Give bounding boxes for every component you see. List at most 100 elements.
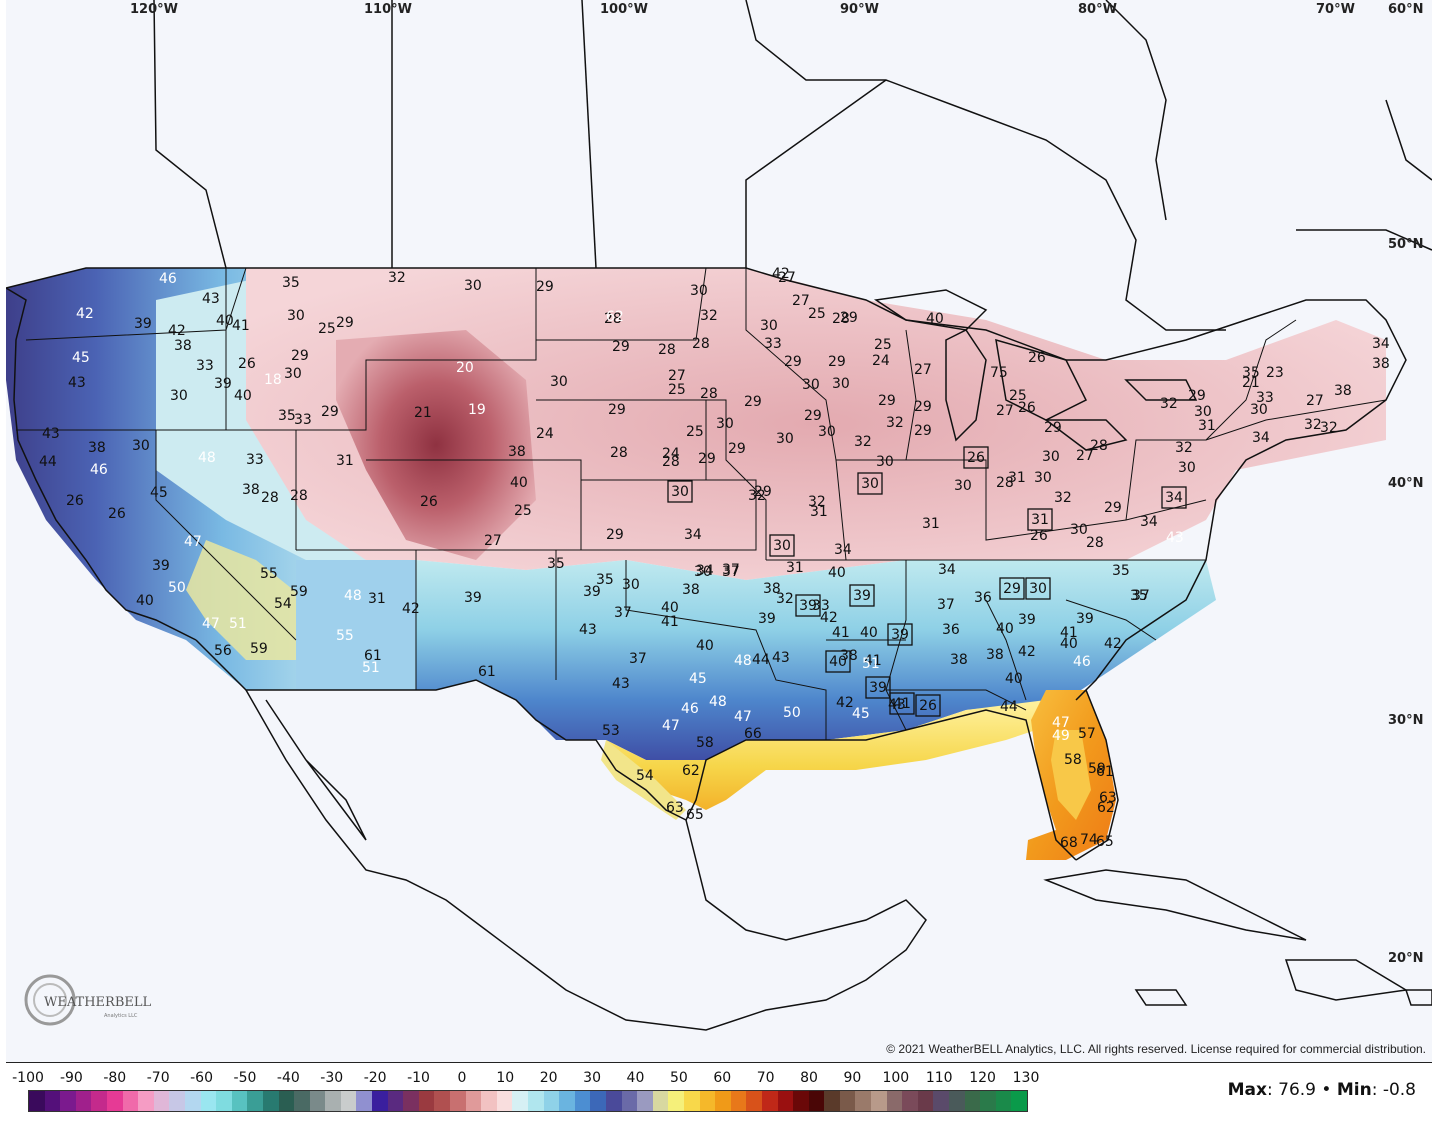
station-temp-value: 30: [1250, 402, 1268, 418]
station-temp-value: 26: [1030, 528, 1048, 544]
station-temp-value: 28: [996, 475, 1014, 491]
station-temp-value: 55: [260, 566, 278, 582]
legend-color-cell: [138, 1091, 154, 1111]
station-box: [1025, 577, 1051, 600]
station-temp-value: 59: [1088, 761, 1106, 777]
station-temp-value: 34: [1252, 430, 1270, 446]
station-temp-value: 45: [150, 485, 168, 501]
station-temp-value: 28: [658, 342, 676, 358]
station-temp-value: 39: [152, 558, 170, 574]
station-temp-value: 62: [682, 763, 700, 779]
station-temp-value: 38: [88, 440, 106, 456]
station-temp-value: 30: [776, 431, 794, 447]
boxed-temp-value: 30: [671, 484, 689, 500]
station-temp-value: 36: [942, 622, 960, 638]
station-temp-value: 43: [612, 676, 630, 692]
station-box: [963, 446, 989, 469]
lon-80w-label: 80°W: [1078, 2, 1117, 17]
station-temp-value: 30: [1178, 460, 1196, 476]
station-temp-value: 37: [629, 651, 647, 667]
station-temp-value: 32: [886, 415, 904, 431]
station-temp-value: 28: [662, 454, 680, 470]
station-temp-value: 18: [264, 372, 282, 388]
max-min-readout: Max: 76.9 • Min: -0.8: [1228, 1080, 1416, 1100]
station-temp-value: 38: [1372, 356, 1390, 372]
station-temp-value: 34: [1372, 336, 1390, 352]
station-temp-value: 34: [684, 527, 702, 543]
temperature-map: 120°W 110°W 100°W 90°W 80°W 70°W 60°N 50…: [6, 0, 1432, 1063]
graticule-labels: 120°W 110°W 100°W 90°W 80°W 70°W 60°N 50…: [130, 2, 1423, 966]
station-temp-value: 66: [744, 726, 762, 742]
legend-color-cell: [1011, 1091, 1027, 1111]
station-temp-value: 36: [974, 590, 992, 606]
legend-color-cell: [730, 1091, 747, 1111]
station-temp-value: 26: [66, 493, 84, 509]
legend-tick: 120: [969, 1070, 996, 1086]
station-temp-value: 54: [636, 768, 654, 784]
station-temp-value: 41: [832, 625, 850, 641]
station-temp-value: 28: [1086, 535, 1104, 551]
legend-color-cell: [621, 1091, 638, 1111]
boxed-temp-value: 30: [1029, 581, 1047, 597]
legend-color-cell: [184, 1091, 201, 1111]
legend-tick: 20: [539, 1070, 558, 1086]
station-temp-value: 63: [666, 800, 684, 816]
legend-tick: 50: [669, 1070, 688, 1086]
legend-tick: 30: [583, 1070, 601, 1086]
station-temp-value: 34: [696, 563, 714, 579]
state-lines: [16, 267, 1387, 740]
station-temp-value: 45: [72, 350, 90, 366]
station-temp-value: 31: [1008, 470, 1026, 486]
legend-tick: 60: [713, 1070, 732, 1086]
station-box: [825, 650, 851, 673]
lon-90w-label: 90°W: [840, 2, 879, 17]
station-box: [999, 577, 1025, 600]
station-temp-value: 50: [168, 580, 186, 596]
station-temp-value: 30: [1070, 522, 1088, 538]
station-box: [887, 623, 913, 646]
legend-tick: -50: [233, 1070, 257, 1086]
lat-20n-label: 20°N: [1388, 951, 1423, 966]
station-temp-value: 19: [468, 402, 486, 418]
station-temp-value: 37: [614, 605, 632, 621]
station-temp-value: 46: [159, 271, 177, 287]
legend-color-cell: [761, 1091, 778, 1111]
legend-tick-row: -100 -90 -80 -70 -60 -50 -40 -30 -20 -10 0 10 20 30 40…: [12, 1070, 1039, 1088]
station-temp-value: 40: [136, 593, 154, 609]
station-temp-value: 31: [368, 591, 386, 607]
station-temp-value: 47: [662, 718, 680, 734]
florida-interior: [1051, 730, 1091, 820]
station-temp-value: 40: [510, 475, 528, 491]
legend-color-cell: [169, 1091, 185, 1111]
station-temp-value: 45: [689, 671, 707, 687]
station-temp-value: 33: [1256, 390, 1274, 406]
copyright-notice: © 2021 WeatherBELL Analytics, LLC. All r…: [886, 1042, 1426, 1056]
station-temp-value: 32: [748, 488, 766, 504]
station-temp-value: 33: [812, 598, 830, 614]
station-temp-value: 29: [914, 399, 932, 415]
boxed-temp-value: 26: [919, 698, 937, 714]
station-temp-value: 31: [786, 560, 804, 576]
legend-tick: -20: [363, 1070, 387, 1086]
station-temp-value: 26: [108, 506, 126, 522]
logo-name: WEATHERBELL: [44, 995, 151, 1010]
station-temp-value: 75: [990, 365, 1008, 381]
station-temp-value: 28: [832, 311, 850, 327]
legend-color-cell: [216, 1091, 232, 1111]
station-temp-value: 27: [792, 293, 810, 309]
station-temp-value: 46: [90, 462, 108, 478]
lon-70w-label: 70°W: [1316, 2, 1355, 17]
legend-tick: 110: [925, 1070, 953, 1086]
station-temp-value: 62: [1097, 800, 1115, 816]
station-temp-value: 30: [690, 283, 708, 299]
station-temp-value: 32: [808, 494, 826, 510]
station-temp-value: 45: [852, 706, 870, 722]
station-temp-value: 62: [606, 309, 624, 325]
legend-color-cell: [652, 1091, 669, 1111]
legend-color-cell: [387, 1091, 404, 1111]
legend-color-cell: [933, 1091, 950, 1111]
station-box: [865, 676, 891, 699]
station-temp-value: 61: [478, 664, 496, 680]
